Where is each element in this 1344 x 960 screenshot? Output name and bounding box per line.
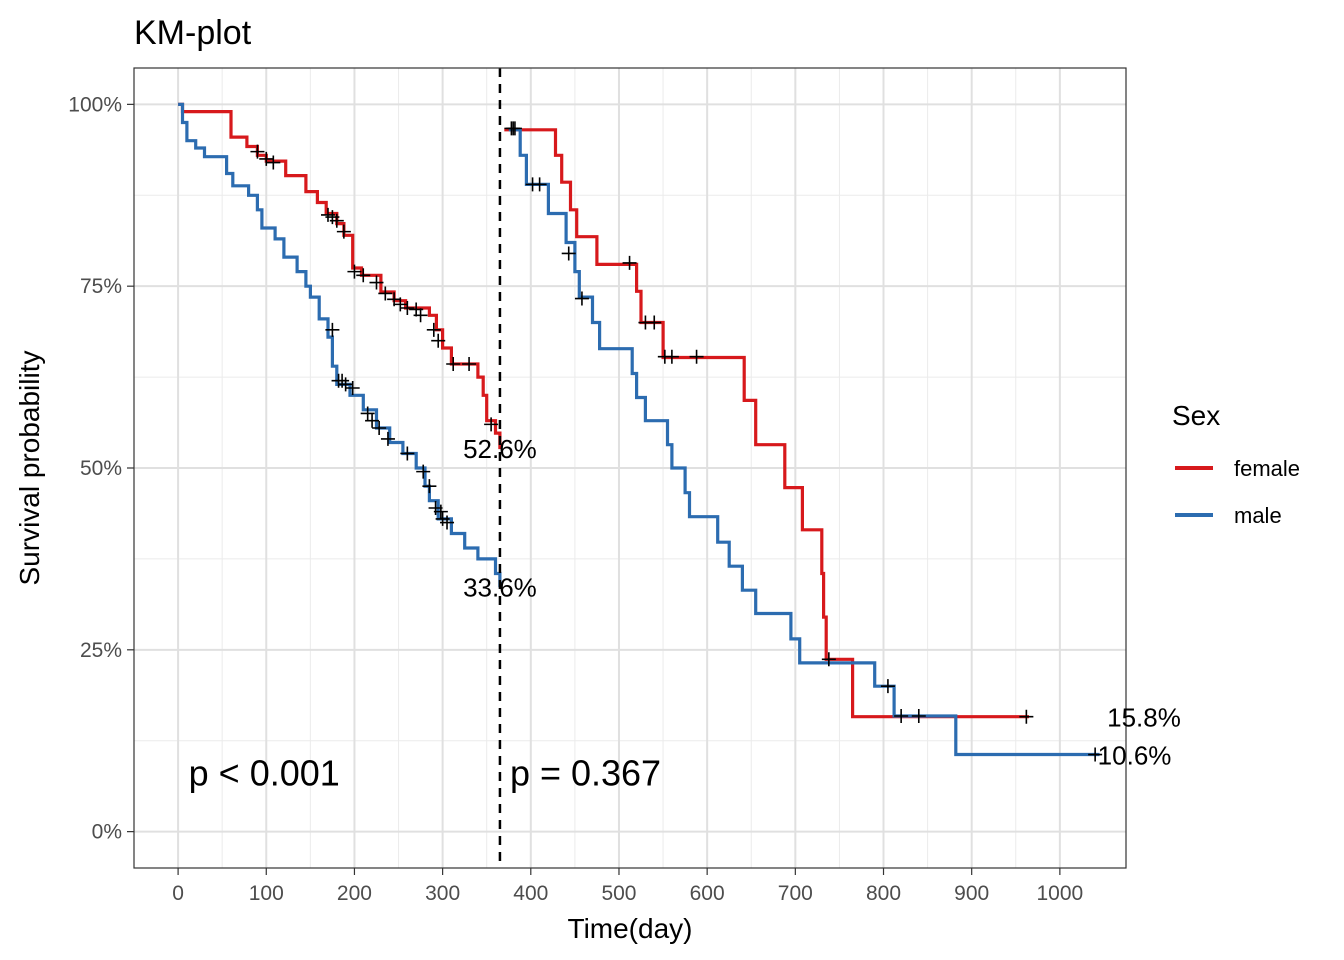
y-axis: 0% 25% 50% 75% 100% [68, 93, 134, 844]
major-gridlines [134, 68, 1126, 868]
female-censor-mark [259, 151, 274, 166]
legend-title: Sex [1172, 400, 1220, 431]
female-censor-mark [413, 308, 428, 323]
female-censor-mark [462, 357, 477, 371]
male-censor-mark [894, 709, 909, 723]
male-censor-mark [422, 479, 437, 494]
legend-label-male: male [1234, 503, 1282, 528]
female-survival-curve [178, 102, 502, 450]
female-censor-mark [821, 652, 836, 667]
male-censor-mark [416, 464, 431, 479]
male-censor-mark [440, 515, 455, 530]
female-censor-mark [664, 349, 679, 364]
male-censor-mark [380, 431, 395, 446]
male-censor-mark [345, 381, 360, 395]
female-censor-mark [426, 322, 441, 337]
y-axis-title: Survival probability [14, 351, 45, 586]
x-tick-label: 0 [172, 882, 184, 905]
x-tick-label: 800 [866, 882, 901, 905]
x-tick-label: 100 [249, 882, 284, 905]
female-final-survival-label: 15.8% [1107, 703, 1181, 733]
y-tick-label: 0% [92, 821, 122, 844]
x-axis: 0 100 200 300 400 500 600 700 800 900 1000 [172, 868, 1083, 905]
female-one-year-survival-label: 52.6% [463, 434, 537, 464]
censor-marks [250, 121, 1103, 762]
female-censor-mark [431, 333, 446, 348]
male-censor-mark [532, 177, 547, 192]
male-censor-mark [338, 377, 353, 392]
female-censor-mark [647, 315, 662, 330]
x-tick-label: 200 [337, 882, 372, 905]
y-tick-label: 75% [80, 275, 122, 298]
female-censor-mark [622, 255, 637, 270]
female-censor-mark [689, 349, 704, 364]
female-censor-mark [356, 268, 371, 283]
p-value-after-cutoff: p = 0.367 [510, 752, 661, 793]
x-tick-label: 600 [690, 882, 725, 905]
x-tick-label: 1000 [1037, 882, 1084, 905]
male-one-year-survival-label: 33.6% [463, 572, 537, 602]
y-tick-label: 100% [68, 93, 122, 116]
male-final-survival-label: 10.6% [1098, 741, 1172, 771]
male-censor-mark [880, 679, 895, 694]
legend-label-female: female [1234, 456, 1300, 481]
female-censor-mark [393, 297, 408, 312]
female-censor-mark [484, 417, 499, 432]
male-censor-mark [365, 413, 380, 428]
male-censor-mark [400, 446, 415, 461]
male-censor-mark [574, 291, 589, 306]
y-tick-label: 25% [80, 639, 122, 662]
female-censor-mark [347, 264, 362, 279]
female-censor-mark [446, 357, 461, 371]
male-censor-mark [561, 246, 576, 261]
survival-curves [178, 102, 1100, 757]
male-censor-mark [360, 406, 375, 421]
female-censor-mark [266, 155, 281, 170]
male-censor-mark [372, 421, 387, 435]
male-censor-mark [335, 373, 350, 388]
female-censor-mark [1019, 709, 1034, 724]
female-survival-curve [504, 128, 1029, 719]
x-tick-label: 700 [778, 882, 813, 905]
x-tick-label: 500 [601, 882, 636, 905]
female-censor-mark [369, 275, 384, 290]
legend: Sex female male [1172, 400, 1300, 528]
female-censor-mark [336, 224, 351, 239]
male-censor-mark [325, 322, 340, 337]
x-tick-label: 300 [425, 882, 460, 905]
female-censor-mark [378, 286, 393, 301]
male-survival-curve [508, 128, 1100, 757]
male-censor-mark [1088, 747, 1103, 762]
y-tick-label: 50% [80, 457, 122, 480]
x-tick-label: 900 [954, 882, 989, 905]
x-axis-title: Time(day) [568, 913, 693, 944]
p-value-before-cutoff: p < 0.001 [189, 752, 340, 793]
male-censor-mark [507, 121, 522, 136]
male-censor-mark [911, 709, 926, 723]
male-survival-curve [178, 102, 502, 588]
female-censor-mark [250, 144, 265, 159]
x-tick-label: 400 [513, 882, 548, 905]
female-censor-mark [400, 301, 415, 315]
female-censor-mark [329, 213, 344, 228]
chart-title: KM-plot [134, 14, 252, 52]
male-censor-mark [433, 504, 448, 519]
